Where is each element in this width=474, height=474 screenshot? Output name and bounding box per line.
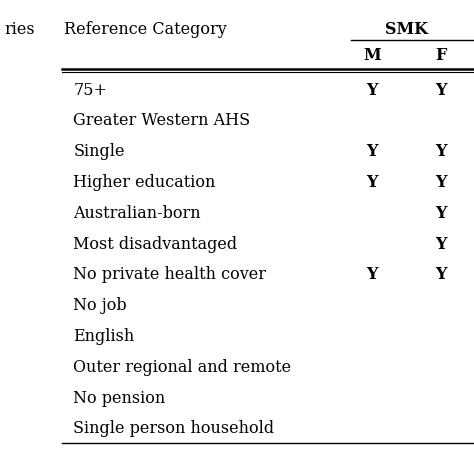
Text: F: F	[435, 47, 447, 64]
Text: Y: Y	[366, 143, 378, 160]
Text: Y: Y	[435, 82, 447, 99]
Text: Y: Y	[366, 174, 378, 191]
Text: Y: Y	[366, 82, 378, 99]
Text: Y: Y	[366, 266, 378, 283]
Text: Outer regional and remote: Outer regional and remote	[73, 359, 292, 376]
Text: Y: Y	[435, 205, 447, 222]
Text: ries: ries	[5, 21, 36, 38]
Text: Y: Y	[435, 174, 447, 191]
Text: Y: Y	[435, 266, 447, 283]
Text: Greater Western AHS: Greater Western AHS	[73, 112, 251, 129]
Text: No private health cover: No private health cover	[73, 266, 266, 283]
Text: Reference Category: Reference Category	[64, 21, 227, 38]
Text: Higher education: Higher education	[73, 174, 216, 191]
Text: Single person household: Single person household	[73, 420, 274, 438]
Text: Y: Y	[435, 143, 447, 160]
Text: Australian-born: Australian-born	[73, 205, 201, 222]
Text: SMK: SMK	[385, 21, 428, 38]
Text: Y: Y	[435, 236, 447, 253]
Text: No job: No job	[73, 297, 127, 314]
Text: Single: Single	[73, 143, 125, 160]
Text: No pension: No pension	[73, 390, 166, 407]
Text: 75+: 75+	[73, 82, 108, 99]
Text: Most disadvantaged: Most disadvantaged	[73, 236, 237, 253]
Text: English: English	[73, 328, 135, 345]
Text: M: M	[363, 47, 381, 64]
